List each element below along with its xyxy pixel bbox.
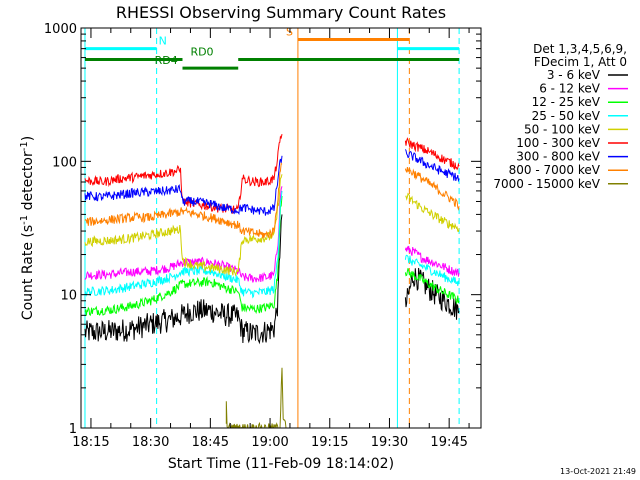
series-3-6-kev-segment-2 (404, 267, 460, 320)
plot-frame (80, 27, 482, 429)
footer-date: 13-Oct-2021 21:49 (560, 467, 636, 476)
legend-label-50-100-kev: 50 - 100 keV (524, 122, 601, 136)
legend-label-100-300-kev: 100 - 300 keV (516, 136, 600, 150)
series-300-800-kev-segment-1 (84, 155, 283, 216)
series-6-12-kev-segment-1 (84, 186, 283, 283)
legend-label-300-800-kev: 300 - 800 keV (516, 150, 600, 164)
series-3-6-kev-segment-1 (84, 214, 283, 345)
annotation-label-rd0-4: RD0 (190, 46, 213, 59)
y-tick-label-3: 100 (52, 155, 77, 170)
y-tick-label-2: 10 (60, 289, 77, 304)
series-12-25-kev-segment-1 (84, 195, 283, 317)
x-tick-label-4: 19:00 (251, 435, 288, 450)
legend-label-7000-15000-kev: 7000 - 15000 keV (493, 177, 600, 191)
annotation-label-n-1: N (159, 35, 167, 48)
legend-header-line-2: FDecim 1, Att 0 (534, 55, 627, 69)
x-tick-label-2: 18:30 (132, 435, 169, 450)
x-tick-label-1: 18:15 (72, 435, 109, 450)
legend-label-25-50-kev: 25 - 50 keV (532, 109, 601, 123)
series-25-50-kev-segment-1 (84, 190, 283, 299)
legend: Det 1,3,4,5,6,9, FDecim 1, Att 0 3 - 6 k… (493, 42, 628, 191)
annotation-label-rd4-5: RD4 (155, 54, 178, 67)
y-axis-label: Count Rate (s-1 detector-1) (19, 136, 36, 320)
series-6-12-kev-segment-2 (404, 245, 460, 277)
plot-area: NSRD0RD4 (84, 25, 460, 428)
x-tick-label-3: 18:45 (192, 435, 229, 450)
series-100-300-kev-segment-2 (404, 137, 460, 171)
legend-label-3-6-kev: 3 - 6 keV (547, 68, 601, 82)
x-tick-label-5: 19:15 (311, 435, 348, 450)
series-50-100-kev-segment-1 (84, 174, 283, 277)
series-12-25-kev-segment-2 (404, 268, 460, 305)
y-tick-label-4: 1000 (44, 22, 77, 37)
legend-header-line-1: Det 1,3,4,5,6,9, (533, 42, 627, 56)
plot-content (84, 28, 460, 428)
legend-label-12-25-kev: 12 - 25 keV (532, 95, 601, 109)
series-25-50-kev-segment-2 (404, 254, 460, 286)
x-tick-label-6: 19:30 (371, 435, 408, 450)
series-800-7000-kev-segment-2 (404, 167, 460, 211)
x-tick-label-7: 19:45 (430, 435, 467, 450)
legend-label-6-12-kev: 6 - 12 keV (539, 82, 601, 96)
chart-title: RHESSI Observing Summary Count Rates (116, 3, 446, 22)
series-50-100-kev-segment-2 (405, 192, 460, 233)
y-tick-label-1: 1 (69, 422, 77, 437)
series-800-7000-kev-segment-1 (84, 162, 283, 239)
series-300-800-kev-segment-2 (404, 149, 460, 183)
legend-label-800-7000-kev: 800 - 7000 keV (509, 163, 601, 177)
x-axis-label: Start Time (11-Feb-09 18:14:02) (168, 456, 394, 472)
axes: 18:15 18:30 18:45 19:00 19:15 19:30 19:45 1 10 10… (44, 22, 482, 450)
